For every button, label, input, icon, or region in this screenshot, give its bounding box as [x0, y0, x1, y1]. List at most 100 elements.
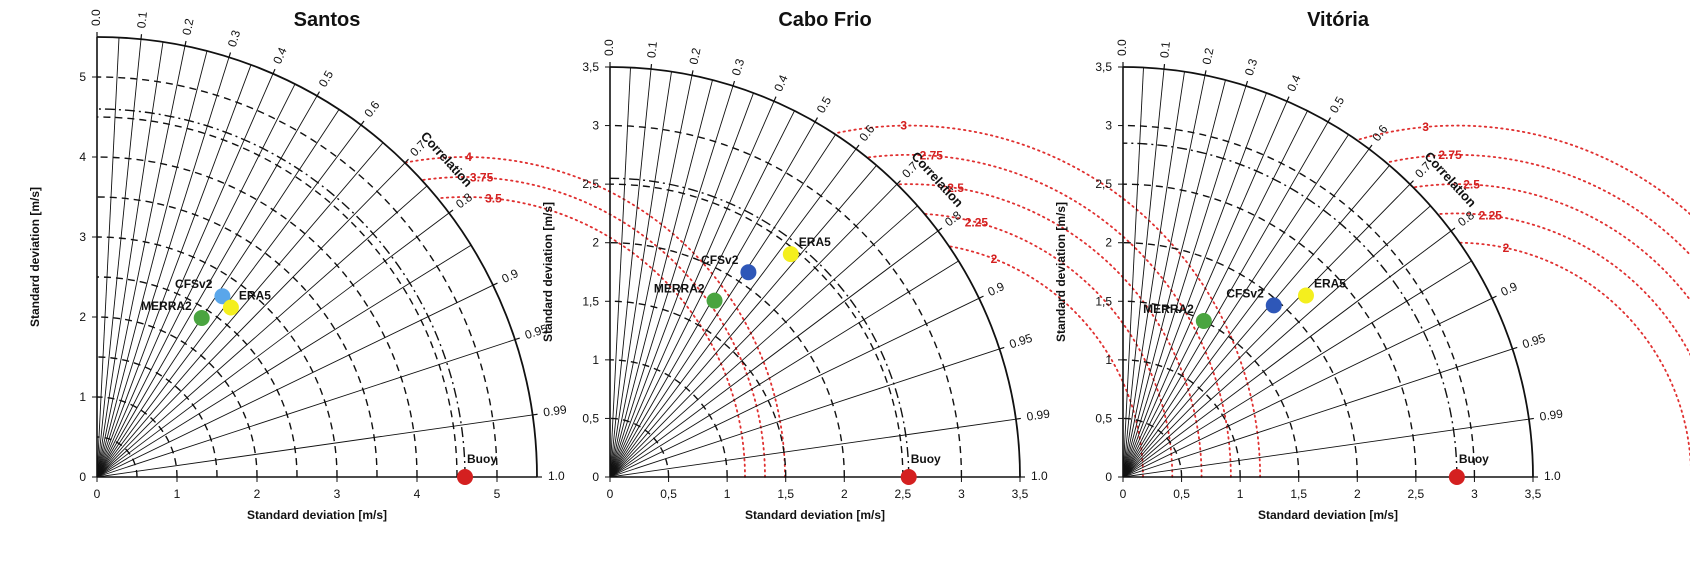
correlation-tick-mark [978, 295, 984, 299]
y-tick-label: 0 [79, 470, 86, 484]
correlation-tick-label: 0.4 [1284, 72, 1304, 93]
correlation-line [1122, 148, 1370, 478]
correlation-tick-label: 0.6 [361, 98, 382, 120]
point-label-buoy: Buoy [1459, 452, 1489, 466]
y-tick-label: 2,5 [1095, 177, 1112, 191]
rmsd-label: 2.25 [1479, 209, 1503, 223]
rmsd-label: 2.5 [947, 181, 964, 195]
std-arc [1122, 183, 1417, 478]
correlation-line [609, 148, 857, 478]
rmsd-contour [1458, 241, 1690, 468]
correlation-line [1122, 85, 1247, 478]
correlation-line [1122, 110, 1308, 478]
correlation-line [1122, 92, 1267, 478]
correlation-tick-label: 0.99 [542, 402, 567, 419]
correlation-tick-label: 0.3 [729, 57, 747, 77]
rmsd-label: 3 [1422, 120, 1429, 134]
correlation-line [96, 339, 516, 478]
correlation-line [1122, 134, 1349, 478]
correlation-line [609, 348, 1000, 478]
point-label-merra2: MERRA2 [141, 299, 192, 313]
correlation-tick-label: 0.99 [1026, 407, 1051, 424]
y-tick-label: 1 [592, 353, 599, 367]
correlation-tick-mark [1286, 96, 1290, 102]
std-arc [609, 300, 787, 478]
rmsd-label: 2.25 [965, 215, 989, 229]
point-label-era5: ERA5 [239, 289, 271, 303]
std-arc [1122, 242, 1358, 478]
point-label-buoy: Buoy [911, 452, 941, 466]
correlation-tick-label: 0.8 [1455, 208, 1477, 229]
point-merra2 [1195, 312, 1212, 329]
correlation-line [609, 71, 672, 478]
correlation-tick-label: 0.1 [1157, 40, 1173, 58]
x-tick-label: 0 [94, 487, 101, 501]
y-tick-label: 2,5 [582, 177, 599, 191]
x-tick-label: 0 [607, 487, 614, 501]
x-tick-label: 1 [1237, 487, 1244, 501]
correlation-line [96, 41, 164, 478]
correlation-tick-label: 0.9 [1498, 279, 1519, 299]
correlation-arc [1122, 66, 1534, 478]
y-tick-label: 0 [592, 470, 599, 484]
rmsd-contour [420, 176, 766, 478]
correlation-tick-label: 0.9 [985, 279, 1006, 299]
correlation-tick-mark [360, 120, 365, 126]
y-axis-label: Standard deviation [m/s] [1054, 202, 1068, 342]
correlation-tick-mark [184, 40, 187, 47]
correlation-line [609, 418, 1016, 478]
correlation-tick-label: 0.5 [1327, 94, 1348, 116]
correlation-tick-mark [316, 91, 321, 97]
std-arc [609, 124, 963, 478]
correlation-tick-label: 0.8 [942, 208, 964, 229]
point-cfsv2 [740, 264, 757, 281]
correlation-line [609, 183, 898, 478]
x-tick-label: 0,5 [660, 487, 677, 501]
correlation-line [96, 37, 120, 478]
y-tick-label: 1,5 [582, 294, 599, 308]
correlation-tick-label: 0.95 [1008, 331, 1035, 352]
correlation-line [609, 85, 734, 478]
x-tick-label: 1 [174, 487, 181, 501]
std-arc [609, 242, 845, 478]
correlation-tick-mark [1491, 295, 1497, 299]
correlation-tick-mark [272, 68, 276, 74]
correlation-line [609, 165, 877, 478]
correlation-tick-mark [1409, 180, 1414, 185]
correlation-tick-mark [1015, 417, 1021, 420]
correlation-line [96, 83, 296, 478]
point-label-buoy: Buoy [467, 452, 497, 466]
correlation-line [96, 414, 533, 478]
point-label-cfsv2: CFSv2 [1226, 286, 1264, 300]
correlation-line [1122, 348, 1513, 478]
correlation-line [96, 45, 186, 478]
rmsd-contour [1436, 212, 1690, 357]
std-arc [96, 236, 338, 478]
x-tick-label: 1,5 [1290, 487, 1307, 501]
correlation-tick-mark [855, 144, 860, 150]
chart-title: Vitória [1307, 9, 1370, 31]
reference-std-arc [96, 108, 466, 478]
correlation-tick-label: 0.99 [1539, 407, 1564, 424]
point-label-merra2: MERRA2 [654, 282, 705, 296]
rmsd-label: 2.5 [1463, 178, 1480, 192]
correlation-tick-mark [1450, 227, 1456, 232]
correlation-tick-label: 0.6 [1369, 122, 1390, 144]
y-tick-label: 4 [79, 150, 86, 164]
std-arc [96, 116, 458, 478]
correlation-tick-mark [404, 158, 409, 164]
correlation-tick-mark [228, 52, 232, 58]
std-arc [96, 356, 218, 478]
point-label-merra2: MERRA2 [1143, 302, 1194, 316]
correlation-line [96, 284, 494, 478]
chart-title: Cabo Frio [778, 9, 871, 31]
correlation-line [1122, 101, 1288, 478]
correlation-tick-label: 0.9 [499, 266, 520, 286]
std-arc [609, 359, 728, 478]
correlation-tick-label: 0.2 [1200, 46, 1217, 65]
correlation-line [609, 79, 713, 478]
correlation-tick-label: 0.5 [814, 94, 835, 116]
point-cfsv2 [1265, 297, 1282, 314]
correlation-tick-label: 1.0 [1544, 469, 1561, 483]
